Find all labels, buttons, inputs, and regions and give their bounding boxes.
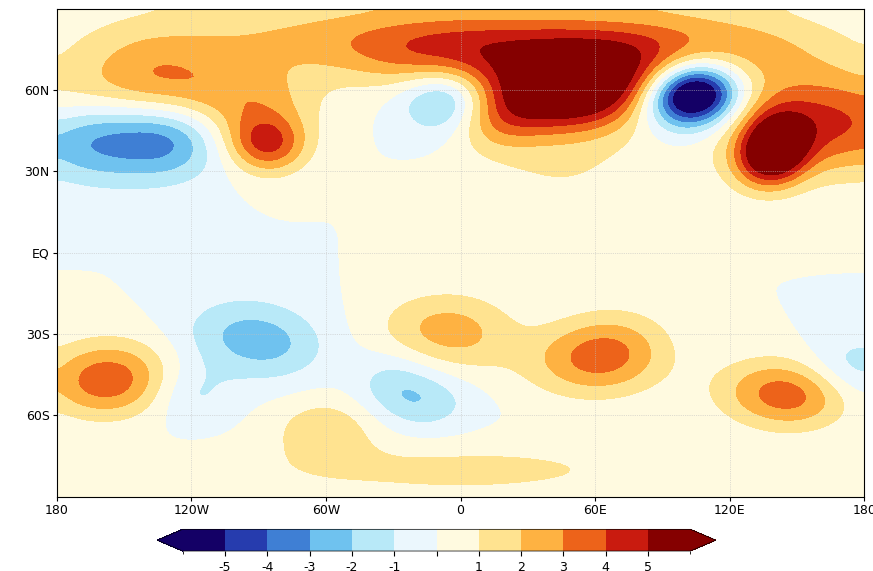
- PathPatch shape: [691, 529, 716, 551]
- PathPatch shape: [157, 529, 182, 551]
